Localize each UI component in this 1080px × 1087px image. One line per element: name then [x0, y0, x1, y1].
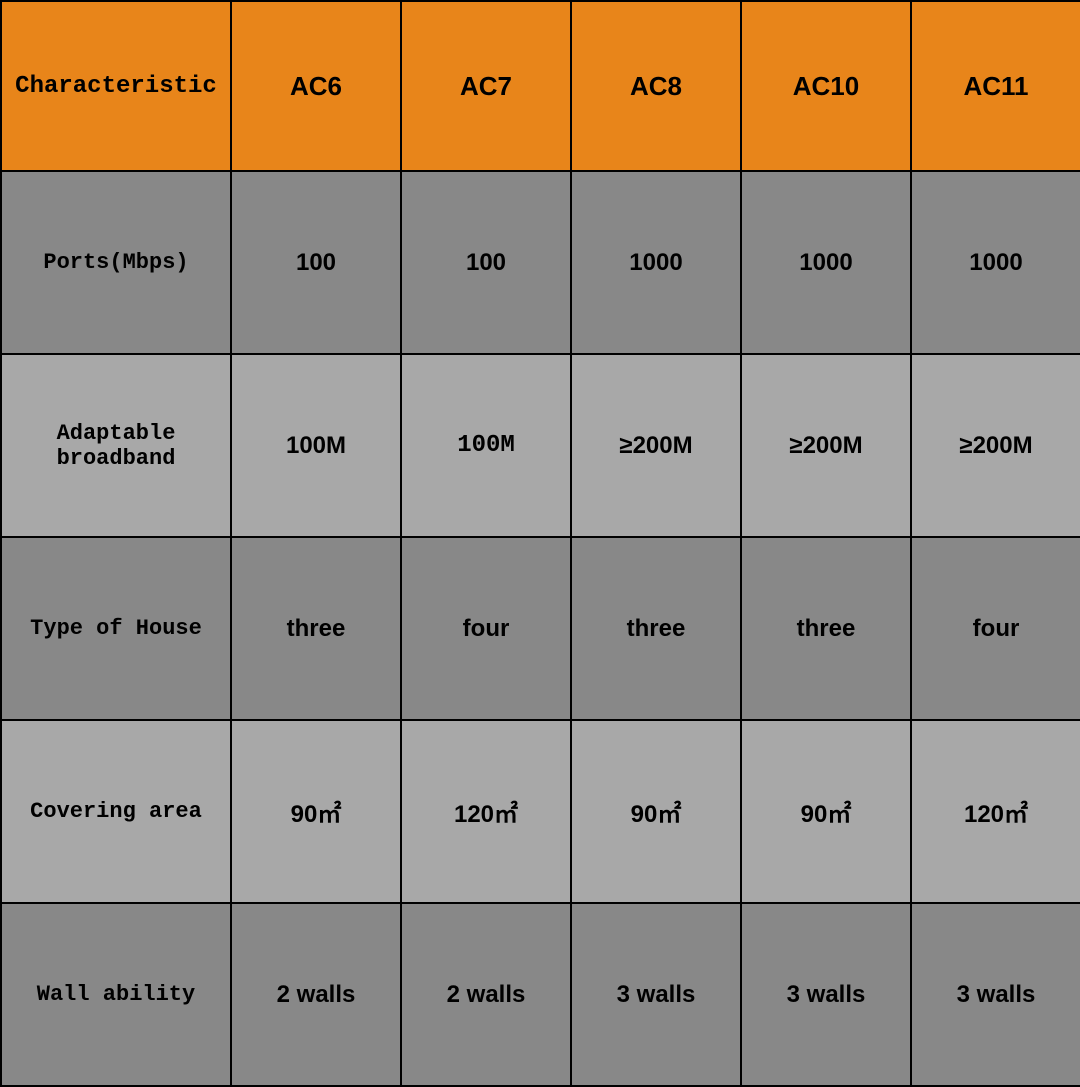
data-cell: four — [911, 537, 1080, 720]
data-cell: ≥200M — [741, 354, 911, 537]
column-header: AC6 — [231, 1, 401, 171]
header-label: Characteristic — [1, 1, 231, 171]
data-cell: 100M — [231, 354, 401, 537]
column-header: AC8 — [571, 1, 741, 171]
data-cell: 1000 — [911, 171, 1080, 354]
data-cell: 100 — [401, 171, 571, 354]
data-cell: 100M — [401, 354, 571, 537]
data-cell: 1000 — [741, 171, 911, 354]
data-cell: 120㎡ — [401, 720, 571, 903]
data-cell: 90㎡ — [231, 720, 401, 903]
data-cell: 3 walls — [571, 903, 741, 1086]
table-header-row: Characteristic AC6 AC7 AC8 AC10 AC11 — [1, 1, 1080, 171]
column-header: AC10 — [741, 1, 911, 171]
data-cell: 2 walls — [231, 903, 401, 1086]
table-row: Type of House three four three three fou… — [1, 537, 1080, 720]
comparison-table: Characteristic AC6 AC7 AC8 AC10 AC11 Por… — [0, 0, 1080, 1087]
column-header: AC11 — [911, 1, 1080, 171]
row-label: Wall ability — [1, 903, 231, 1086]
data-cell: 1000 — [571, 171, 741, 354]
column-header: AC7 — [401, 1, 571, 171]
data-cell: three — [231, 537, 401, 720]
data-cell: 3 walls — [911, 903, 1080, 1086]
table-row: Adaptable broadband 100M 100M ≥200M ≥200… — [1, 354, 1080, 537]
data-cell: 100 — [231, 171, 401, 354]
row-label: Ports(Mbps) — [1, 171, 231, 354]
row-label: Adaptable broadband — [1, 354, 231, 537]
data-cell: ≥200M — [571, 354, 741, 537]
row-label: Type of House — [1, 537, 231, 720]
data-cell: three — [571, 537, 741, 720]
data-cell: 90㎡ — [571, 720, 741, 903]
table-row: Ports(Mbps) 100 100 1000 1000 1000 — [1, 171, 1080, 354]
row-label: Covering area — [1, 720, 231, 903]
data-cell: ≥200M — [911, 354, 1080, 537]
data-cell: 120㎡ — [911, 720, 1080, 903]
data-cell: 2 walls — [401, 903, 571, 1086]
table-row: Wall ability 2 walls 2 walls 3 walls 3 w… — [1, 903, 1080, 1086]
data-cell: 3 walls — [741, 903, 911, 1086]
table-body: Ports(Mbps) 100 100 1000 1000 1000 Adapt… — [1, 171, 1080, 1086]
table-row: Covering area 90㎡ 120㎡ 90㎡ 90㎡ 120㎡ — [1, 720, 1080, 903]
data-cell: four — [401, 537, 571, 720]
data-cell: three — [741, 537, 911, 720]
data-cell: 90㎡ — [741, 720, 911, 903]
